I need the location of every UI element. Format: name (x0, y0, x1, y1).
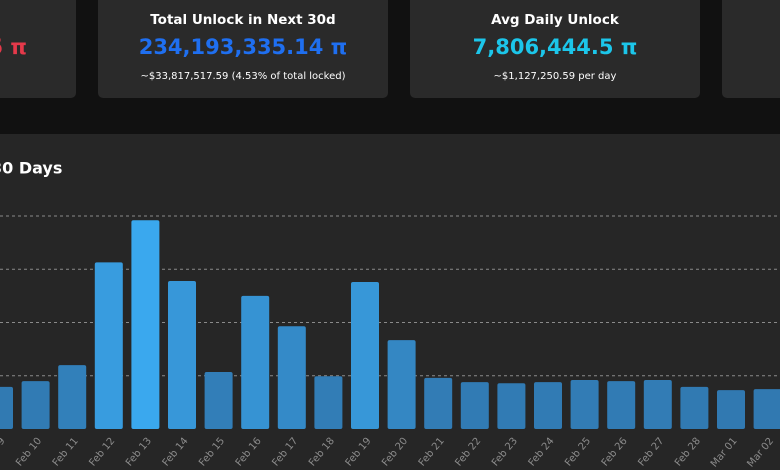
bar (497, 383, 526, 429)
card-title: Total Unlock in Next 30d (150, 12, 335, 28)
bar (314, 376, 343, 429)
bar (460, 382, 489, 429)
card-subtitle: ~$1,127,250.59 per day (494, 71, 617, 82)
bar (570, 380, 599, 429)
bar (58, 365, 87, 429)
bar (21, 381, 50, 429)
card (0, 0, 76, 98)
bar (717, 390, 745, 429)
bar (277, 326, 306, 429)
bar (168, 280, 196, 429)
bar (387, 340, 416, 429)
bar (643, 380, 672, 429)
card (410, 0, 700, 98)
bar (753, 389, 780, 429)
card-subtitle: ~$33,817,517.59 (4.53% of total locked) (140, 71, 345, 82)
bar (0, 386, 13, 429)
bar (241, 295, 270, 429)
bar (424, 377, 453, 429)
card (98, 0, 388, 98)
bar (607, 381, 636, 429)
card (722, 0, 780, 98)
card-value: 7,806,444.5 π (473, 35, 638, 59)
card-value: 234,193,335.14 π (139, 35, 348, 59)
card-title: Avg Daily Unlock (491, 12, 620, 28)
bar (680, 386, 709, 429)
bar (94, 262, 123, 429)
bar (204, 372, 233, 429)
chart-title: 30 Days (0, 159, 62, 178)
bar (534, 382, 562, 429)
bar (131, 220, 160, 429)
card-value: 5 π (0, 35, 27, 59)
bar (351, 282, 379, 429)
